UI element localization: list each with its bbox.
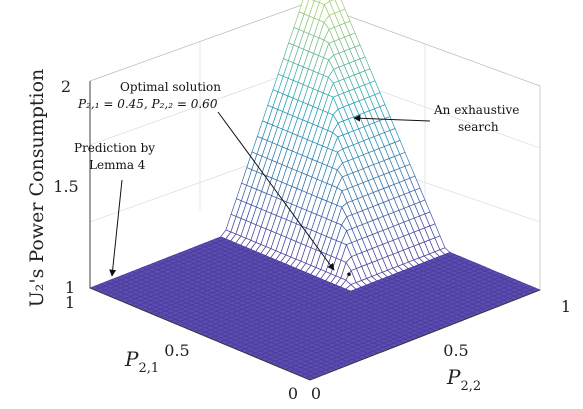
annotations: Optimal solution P₂,₁ = 0.45, P₂,₂ = 0.6… [74,80,519,277]
optimal-solution-values: P₂,₁ = 0.45, P₂,₂ = 0.60 [77,97,218,111]
z-tick-1-5: 1.5 [53,177,78,196]
x-tick-0: 0 [288,384,298,403]
optimal-point-marker [347,272,351,277]
z-tick-2: 2 [61,77,71,96]
prediction-arrow [109,179,123,277]
prediction-line1: Prediction by [74,141,155,155]
surface-mesh [89,0,541,381]
optimal-solution-title: Optimal solution [120,80,221,94]
y-tick-1: 1 [561,297,571,316]
exhaustive-search-line2: search [458,120,499,134]
exhaustive-arrow [353,114,431,122]
y-tick-0: 0 [311,384,321,403]
tick-labels: 2 1.5 1 1 0.5 0 0 0.5 1 [53,77,571,403]
z-tick-1: 1 [65,278,75,297]
x-tick-1: 1 [65,293,75,312]
optimal-arrow [217,111,335,271]
prediction-line2: Lemma 4 [89,158,146,172]
x-axis-line [89,287,311,381]
y-tick-0-5: 0.5 [443,341,468,360]
x-axis-label: P2,1 [124,347,159,376]
x-tick-0-5: 0.5 [164,341,189,360]
front-axes [89,81,541,381]
z-axis-label: U₂'s Power Consumption [26,69,48,308]
exhaustive-search-line1: An exhaustive [433,103,519,117]
y-axis-label: P2,2 [446,365,481,394]
axis-labels: U₂'s Power Consumption P2,1 P2,2 [26,69,481,394]
y-axis-line [309,289,541,381]
